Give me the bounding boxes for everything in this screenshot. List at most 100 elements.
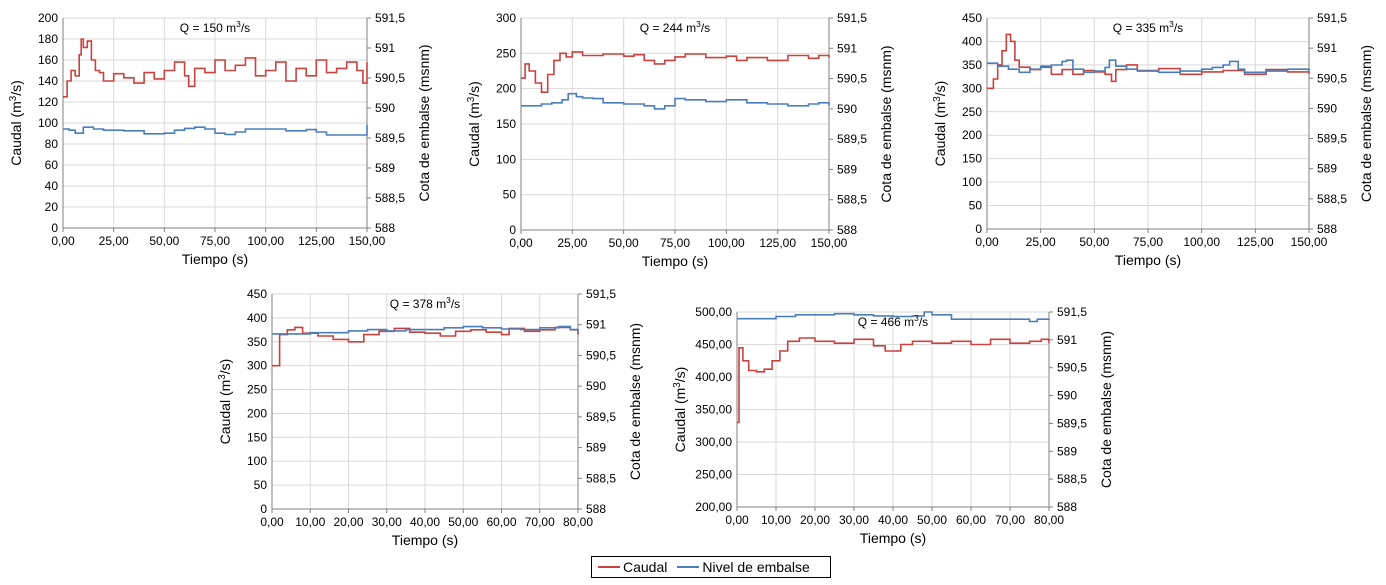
x-tick-label: 30,00 bbox=[372, 515, 402, 529]
y-tick-label: 500,00 bbox=[695, 305, 732, 319]
y2-tick-label: 589 bbox=[837, 162, 857, 176]
x-tick-label: 10,00 bbox=[295, 515, 325, 529]
x-tick-label: 60,00 bbox=[486, 515, 516, 529]
x-tick-label: 75,00 bbox=[1133, 235, 1163, 249]
y-tick-label: 200,00 bbox=[695, 500, 732, 514]
y-tick-label: 0 bbox=[260, 502, 267, 516]
y2-tick-label: 590 bbox=[586, 379, 606, 393]
y2-tick-label: 591,5 bbox=[586, 287, 616, 301]
y-tick-label: 250,00 bbox=[695, 468, 732, 482]
series-nivel-line bbox=[272, 325, 579, 335]
series-caudal-line bbox=[272, 326, 579, 367]
x-axis-label: Tiempo (s) bbox=[860, 530, 926, 546]
y-tick-label: 450,00 bbox=[695, 338, 732, 352]
y-tick-label: 450 bbox=[962, 11, 982, 25]
series-caudal-line bbox=[63, 38, 368, 98]
legend-label-nivel: Nivel de embalse bbox=[702, 559, 810, 575]
chart-1: 0 20 40 60 80 100 120 140 160 180 200 0,00 25,00 50,0… bbox=[8, 11, 433, 267]
y-tick-label: 200 bbox=[962, 128, 982, 142]
x-tick-label: 50,00 bbox=[609, 236, 639, 250]
y-axis-label: Caudal (m3/s) bbox=[8, 80, 25, 166]
x-tick-label: 125,00 bbox=[759, 236, 796, 250]
y-tick-label: 100 bbox=[962, 175, 982, 189]
x-tick-label: 60,00 bbox=[956, 513, 986, 527]
x-axis-label: Tiempo (s) bbox=[392, 532, 458, 548]
y-tick-label: 100 bbox=[38, 116, 58, 130]
y-tick-label: 40 bbox=[45, 179, 59, 193]
chart-3: 0 50 100 150 200 250 300 350 400 450 0,00 25,00 50,0… bbox=[932, 11, 1375, 268]
y2-tick-label: 590 bbox=[837, 102, 857, 116]
x-tick-label: 10,00 bbox=[761, 513, 791, 527]
x-tick-label: 20,00 bbox=[333, 515, 363, 529]
y2-axis-label: Cota de embalse (msnm) bbox=[878, 45, 894, 202]
y-tick-label: 200 bbox=[38, 11, 58, 25]
y2-tick-label: 589,5 bbox=[837, 132, 867, 146]
x-tick-label: 40,00 bbox=[410, 515, 440, 529]
y-tick-label: 350 bbox=[962, 58, 982, 72]
legend-item-nivel: Nivel de embalse bbox=[677, 559, 810, 575]
y2-tick-label: 590,5 bbox=[375, 71, 405, 85]
x-tick-label: 70,00 bbox=[995, 513, 1025, 527]
chart-annotation: Q = 150 m3/s bbox=[180, 19, 250, 35]
x-tick-label: 50,00 bbox=[1079, 235, 1109, 249]
y2-tick-label: 590,5 bbox=[837, 72, 867, 86]
x-tick-label: 50,00 bbox=[917, 513, 947, 527]
y2-tick-label: 589,5 bbox=[375, 131, 405, 145]
x-tick-label: 75,00 bbox=[660, 236, 690, 250]
y2-axis-label: Cota de embalse (msnm) bbox=[1358, 45, 1374, 202]
y2-tick-label: 588,5 bbox=[1317, 192, 1347, 206]
y2-tick-label: 588,5 bbox=[586, 471, 616, 485]
series-caudal-line bbox=[737, 337, 1050, 424]
y2-tick-label: 590,5 bbox=[1057, 361, 1087, 375]
y2-tick-label: 591,5 bbox=[1317, 11, 1347, 25]
y-tick-label: 60 bbox=[45, 158, 59, 172]
y2-axis-label: Cota de embalse (msnm) bbox=[627, 323, 643, 480]
chart-2: 0 50 100 150 200 250 300 0,00 25,00 50,00 75,00 100… bbox=[466, 11, 895, 269]
x-tick-label: 40,00 bbox=[878, 513, 908, 527]
x-axis-label: Tiempo (s) bbox=[1115, 252, 1181, 268]
chart-annotation: Q = 466 m3/s bbox=[858, 313, 928, 329]
legend: Caudal Nivel de embalse bbox=[591, 556, 831, 578]
y-tick-label: 250 bbox=[962, 105, 982, 119]
y2-tick-label: 589 bbox=[1057, 444, 1077, 458]
y2-tick-label: 588 bbox=[1317, 222, 1337, 236]
y-tick-label: 100 bbox=[247, 454, 267, 468]
legend-swatch-caudal bbox=[598, 566, 620, 568]
x-tick-label: 80,00 bbox=[563, 515, 593, 529]
x-tick-label: 20,00 bbox=[800, 513, 830, 527]
y-tick-label: 400 bbox=[962, 34, 982, 48]
series-nivel-line bbox=[63, 124, 368, 136]
y-tick-label: 150 bbox=[496, 117, 516, 131]
x-tick-label: 0,00 bbox=[260, 515, 284, 529]
y-axis-label: Caudal (m3/s) bbox=[466, 81, 483, 167]
y-tick-label: 450 bbox=[247, 287, 267, 301]
x-tick-label: 80,00 bbox=[1034, 513, 1064, 527]
y2-tick-label: 589,5 bbox=[1057, 416, 1087, 430]
y-axis-label: Caudal (m3/s) bbox=[672, 367, 689, 453]
y-tick-label: 350,00 bbox=[695, 403, 732, 417]
x-tick-label: 50,00 bbox=[448, 515, 478, 529]
x-tick-label: 0,00 bbox=[509, 236, 533, 250]
y2-tick-label: 591,5 bbox=[375, 11, 405, 25]
x-axis-label: Tiempo (s) bbox=[642, 253, 708, 269]
y2-tick-label: 589 bbox=[375, 161, 395, 175]
y2-tick-label: 589 bbox=[586, 441, 606, 455]
y-tick-label: 100 bbox=[496, 152, 516, 166]
y-tick-label: 0 bbox=[509, 223, 516, 237]
legend-item-caudal: Caudal bbox=[598, 559, 667, 575]
x-tick-label: 25,00 bbox=[99, 234, 129, 248]
x-tick-label: 30,00 bbox=[839, 513, 869, 527]
chart-5: 200,00 250,00 300,00 350,00 400,00 450,00 500,… bbox=[672, 305, 1115, 546]
y2-tick-label: 591 bbox=[837, 41, 857, 55]
y2-tick-label: 588 bbox=[586, 502, 606, 516]
y2-tick-label: 591,5 bbox=[837, 11, 867, 25]
y-tick-label: 160 bbox=[38, 53, 58, 67]
y-tick-label: 300 bbox=[962, 81, 982, 95]
x-tick-label: 150,00 bbox=[349, 234, 386, 248]
y2-tick-label: 588,5 bbox=[837, 193, 867, 207]
y2-tick-label: 589 bbox=[1317, 162, 1337, 176]
y-axis-label: Caudal (m3/s) bbox=[932, 81, 949, 167]
x-tick-label: 100,00 bbox=[708, 236, 745, 250]
y2-tick-label: 588 bbox=[1057, 500, 1077, 514]
